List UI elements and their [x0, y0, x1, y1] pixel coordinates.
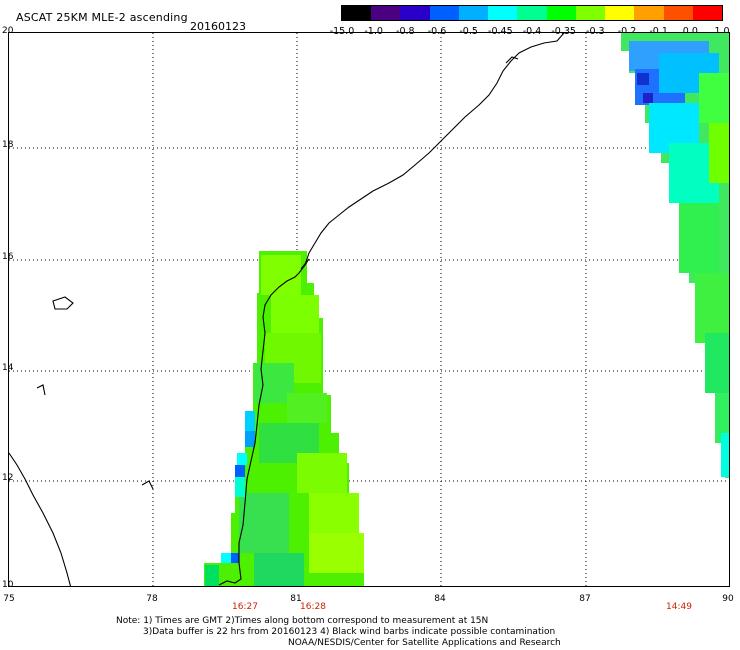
lon-label-78: 78 [146, 594, 158, 604]
lat-label-10: 10 [2, 580, 14, 590]
pass-time-1: 16:27 [232, 602, 258, 612]
lat-label-14: 14 [2, 363, 14, 373]
pass-time-3: 14:49 [666, 602, 692, 612]
coastline [9, 33, 565, 586]
colorbar [341, 5, 723, 21]
colorbar-swatch [605, 6, 635, 20]
right-swath [621, 33, 729, 478]
note-line-2: 3)Data buffer is 22 hrs from 20160123 4)… [143, 627, 556, 637]
lon-label-81: 81 [290, 594, 302, 604]
colorbar-label: -0.35 [551, 26, 576, 37]
colorbar-label: -15.0 [329, 26, 355, 37]
note-line-1: Note: 1) Times are GMT 2)Times along bot… [116, 616, 489, 626]
note-line-3: NOAA/NESDIS/Center for Satellite Applica… [288, 638, 561, 648]
colorbar-swatch [400, 6, 430, 20]
map-canvas [9, 33, 729, 586]
colorbar-label: 0.0 [682, 26, 698, 37]
colorbar-label: -0.45 [488, 26, 513, 37]
colorbar-swatch [488, 6, 518, 20]
lon-label-75: 75 [3, 594, 15, 604]
lon-label-87: 87 [579, 594, 591, 604]
colorbar-label: -0.3 [586, 26, 605, 37]
map-title: ASCAT 25KM MLE-2 ascending [16, 11, 188, 24]
colorbar-swatch [575, 6, 606, 20]
colorbar-swatch [663, 6, 693, 20]
left-swath [204, 251, 364, 586]
colorbar-swatch [342, 6, 372, 20]
colorbar-swatch [429, 6, 459, 20]
lon-label-90: 90 [722, 594, 734, 604]
colorbar-swatch [692, 6, 723, 20]
colorbar-swatch [458, 6, 489, 20]
graticule [9, 33, 729, 586]
colorbar-label: 1.0 [714, 26, 730, 37]
colorbar-swatch [546, 6, 576, 20]
lon-label-84: 84 [434, 594, 446, 604]
map-date: 20160123 [190, 20, 246, 33]
colorbar-labels: -15.0 -1.0 -0.8 -0.6 -0.5 -0.45 -0.4 -0.35 -0.3 -… [320, 26, 740, 38]
colorbar-label: -0.5 [459, 26, 478, 37]
lat-label-12: 12 [2, 473, 14, 483]
lat-label-16: 16 [2, 252, 14, 262]
colorbar-label: -0.6 [427, 26, 447, 37]
colorbar-swatch [371, 6, 401, 20]
colorbar-swatch [634, 6, 664, 20]
pass-time-2: 16:28 [300, 602, 326, 612]
colorbar-label: -1.0 [364, 26, 383, 37]
colorbar-label: -0.4 [522, 26, 542, 37]
colorbar-label: -0.1 [649, 26, 668, 37]
lat-label-20: 20 [2, 26, 14, 36]
lat-label-18: 18 [2, 140, 14, 150]
map-panel [8, 32, 730, 587]
colorbar-swatch [517, 6, 547, 20]
colorbar-label: -0.2 [617, 26, 637, 37]
colorbar-label: -0.8 [396, 26, 415, 37]
